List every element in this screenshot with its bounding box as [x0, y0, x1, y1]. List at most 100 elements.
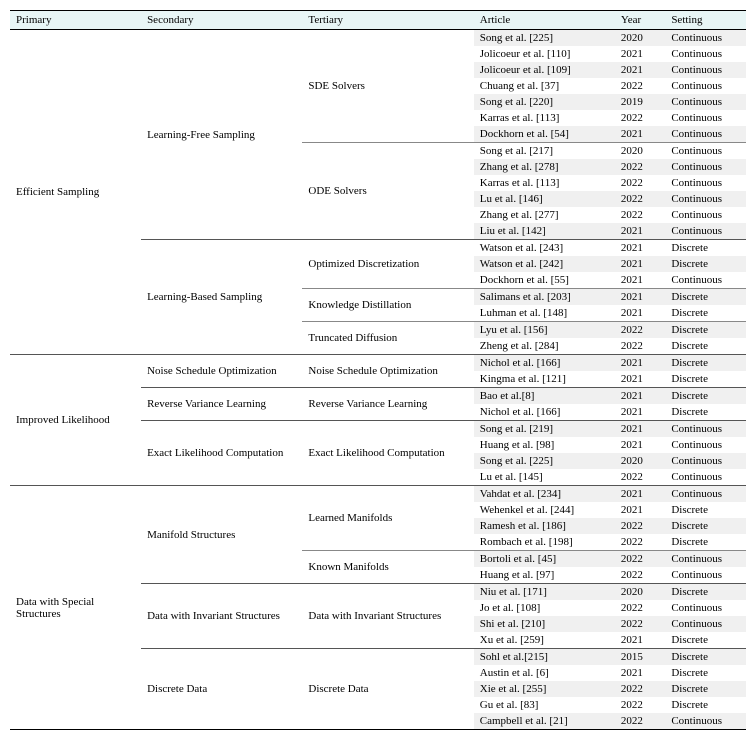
year-cell: 2020: [615, 584, 665, 601]
setting-cell: Discrete: [665, 534, 746, 551]
year-cell: 2021: [615, 256, 665, 272]
year-cell: 2022: [615, 567, 665, 584]
setting-cell: Continuous: [665, 78, 746, 94]
year-cell: 2021: [615, 404, 665, 421]
header-primary: Primary: [10, 11, 141, 30]
article-cell: Lyu et al. [156]: [474, 322, 615, 339]
article-cell: Song et al. [225]: [474, 30, 615, 47]
setting-cell: Continuous: [665, 223, 746, 240]
setting-cell: Continuous: [665, 191, 746, 207]
article-cell: Rombach et al. [198]: [474, 534, 615, 551]
article-cell: Dockhorn et al. [55]: [474, 272, 615, 289]
setting-cell: Continuous: [665, 421, 746, 438]
article-cell: Kingma et al. [121]: [474, 371, 615, 388]
article-cell: Song et al. [225]: [474, 453, 615, 469]
article-cell: Lu et al. [146]: [474, 191, 615, 207]
setting-cell: Continuous: [665, 469, 746, 486]
setting-cell: Continuous: [665, 62, 746, 78]
taxonomy-table: Primary Secondary Tertiary Article Year …: [10, 10, 746, 730]
setting-cell: Discrete: [665, 502, 746, 518]
setting-cell: Discrete: [665, 665, 746, 681]
setting-cell: Continuous: [665, 486, 746, 503]
setting-cell: Continuous: [665, 143, 746, 160]
setting-cell: Continuous: [665, 207, 746, 223]
year-cell: 2021: [615, 305, 665, 322]
article-cell: Lu et al. [145]: [474, 469, 615, 486]
article-cell: Song et al. [220]: [474, 94, 615, 110]
setting-cell: Continuous: [665, 551, 746, 568]
secondary-cell: Noise Schedule Optimization: [141, 355, 302, 388]
header-row: Primary Secondary Tertiary Article Year …: [10, 11, 746, 30]
year-cell: 2021: [615, 126, 665, 143]
secondary-cell: Learning-Free Sampling: [141, 30, 302, 240]
tertiary-cell: Optimized Discretization: [302, 240, 473, 289]
tertiary-cell: ODE Solvers: [302, 143, 473, 240]
setting-cell: Discrete: [665, 404, 746, 421]
year-cell: 2022: [615, 175, 665, 191]
tertiary-cell: Data with Invariant Structures: [302, 584, 473, 649]
year-cell: 2019: [615, 94, 665, 110]
setting-cell: Continuous: [665, 30, 746, 47]
year-cell: 2021: [615, 421, 665, 438]
primary-cell: Data with Special Structures: [10, 486, 141, 730]
year-cell: 2021: [615, 46, 665, 62]
setting-cell: Continuous: [665, 600, 746, 616]
year-cell: 2022: [615, 697, 665, 713]
setting-cell: Continuous: [665, 437, 746, 453]
year-cell: 2020: [615, 453, 665, 469]
article-cell: Huang et al. [98]: [474, 437, 615, 453]
header-article: Article: [474, 11, 615, 30]
setting-cell: Discrete: [665, 322, 746, 339]
article-cell: Jolicoeur et al. [110]: [474, 46, 615, 62]
article-cell: Austin et al. [6]: [474, 665, 615, 681]
article-cell: Zhang et al. [278]: [474, 159, 615, 175]
tertiary-cell: Discrete Data: [302, 649, 473, 730]
table-row: Improved LikelihoodNoise Schedule Optimi…: [10, 355, 746, 372]
setting-cell: Discrete: [665, 697, 746, 713]
header-setting: Setting: [665, 11, 746, 30]
article-cell: Dockhorn et al. [54]: [474, 126, 615, 143]
tertiary-cell: SDE Solvers: [302, 30, 473, 143]
article-cell: Wehenkel et al. [244]: [474, 502, 615, 518]
article-cell: Ramesh et al. [186]: [474, 518, 615, 534]
article-cell: Sohl et al.[215]: [474, 649, 615, 666]
year-cell: 2021: [615, 371, 665, 388]
article-cell: Bortoli et al. [45]: [474, 551, 615, 568]
year-cell: 2022: [615, 78, 665, 94]
article-cell: Campbell et al. [21]: [474, 713, 615, 730]
year-cell: 2022: [615, 600, 665, 616]
tertiary-cell: Exact Likelihood Computation: [302, 421, 473, 486]
setting-cell: Discrete: [665, 388, 746, 405]
setting-cell: Continuous: [665, 272, 746, 289]
year-cell: 2022: [615, 191, 665, 207]
article-cell: Song et al. [217]: [474, 143, 615, 160]
year-cell: 2022: [615, 551, 665, 568]
year-cell: 2021: [615, 486, 665, 503]
year-cell: 2022: [615, 159, 665, 175]
year-cell: 2022: [615, 207, 665, 223]
article-cell: Shi et al. [210]: [474, 616, 615, 632]
article-cell: Vahdat et al. [234]: [474, 486, 615, 503]
setting-cell: Continuous: [665, 616, 746, 632]
article-cell: Song et al. [219]: [474, 421, 615, 438]
article-cell: Nichol et al. [166]: [474, 355, 615, 372]
header-secondary: Secondary: [141, 11, 302, 30]
setting-cell: Continuous: [665, 453, 746, 469]
tertiary-cell: Knowledge Distillation: [302, 289, 473, 322]
article-cell: Chuang et al. [37]: [474, 78, 615, 94]
article-cell: Jolicoeur et al. [109]: [474, 62, 615, 78]
setting-cell: Discrete: [665, 338, 746, 355]
article-cell: Gu et al. [83]: [474, 697, 615, 713]
year-cell: 2021: [615, 62, 665, 78]
setting-cell: Discrete: [665, 632, 746, 649]
article-cell: Watson et al. [243]: [474, 240, 615, 257]
setting-cell: Discrete: [665, 305, 746, 322]
setting-cell: Discrete: [665, 256, 746, 272]
year-cell: 2022: [615, 338, 665, 355]
year-cell: 2022: [615, 110, 665, 126]
header-year: Year: [615, 11, 665, 30]
article-cell: Huang et al. [97]: [474, 567, 615, 584]
article-cell: Salimans et al. [203]: [474, 289, 615, 306]
setting-cell: Discrete: [665, 518, 746, 534]
setting-cell: Discrete: [665, 240, 746, 257]
